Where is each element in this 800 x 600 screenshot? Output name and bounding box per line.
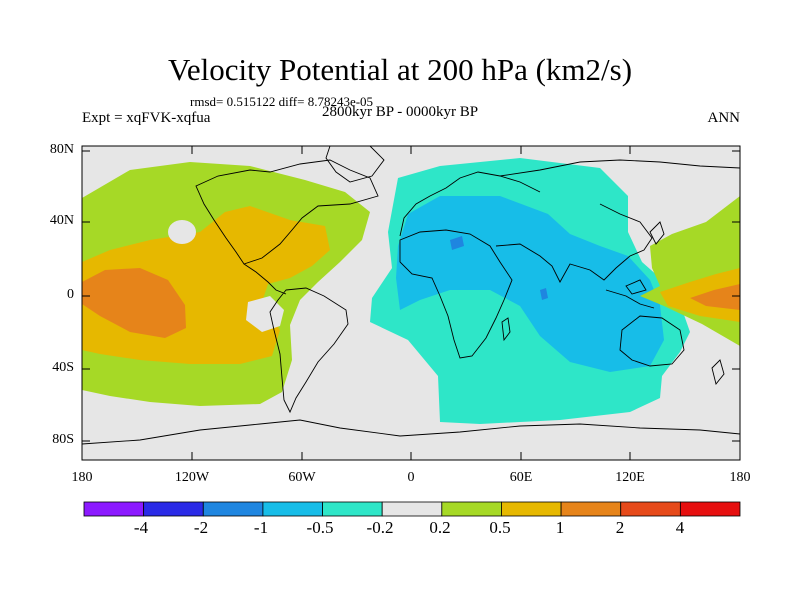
- colorbar-swatch: [262, 501, 323, 517]
- colorbar-swatch: [441, 501, 502, 517]
- plot-title: Velocity Potential at 200 hPa (km2/s): [167, 52, 633, 87]
- colorbar-label: 0.2: [429, 518, 451, 537]
- colorbar-label: -4: [133, 518, 149, 537]
- darkorange-region-pacific: [82, 268, 186, 338]
- colorbar-label: -0.2: [366, 518, 394, 537]
- colorbar-swatch: [83, 501, 145, 517]
- lon-label-0: 0: [407, 470, 415, 485]
- colorbar-label: -1: [253, 518, 269, 537]
- colorbar-label: 0.5: [489, 518, 511, 537]
- colorbar-swatch: [143, 501, 204, 517]
- darkorange-region-west-pacific: [690, 284, 740, 310]
- lon-label-180w: 180: [71, 470, 93, 485]
- colorbar-swatch: [202, 501, 264, 517]
- experiment-label: Expt = xqFVK-xqfua: [82, 110, 211, 126]
- lon-label-60e: 60E: [509, 470, 533, 485]
- lat-label-40s: 40S: [52, 360, 74, 375]
- colorbar-swatch: [679, 501, 741, 517]
- lat-label-80s: 80S: [52, 432, 74, 447]
- colorbar-label: 1: [555, 518, 565, 537]
- colorbar-swatch: [322, 501, 383, 517]
- lon-label-60w: 60W: [288, 470, 316, 485]
- lon-label-180e: 180: [729, 470, 751, 485]
- lat-label-80n: 80N: [49, 142, 74, 157]
- colorbar-swatch: [560, 501, 622, 517]
- colorbar-label: -0.5: [306, 518, 334, 537]
- lat-label-40n: 40N: [49, 213, 74, 228]
- grey-hole-north-pacific: [168, 220, 196, 244]
- colorbar-swatch: [620, 501, 681, 517]
- colorbar-swatch: [381, 501, 443, 517]
- lat-label-0: 0: [67, 287, 74, 302]
- negative-core-indian: [396, 196, 664, 372]
- period-label: 2800kyr BP - 0000kyr BP: [322, 104, 479, 120]
- colorbar-label: 2: [615, 518, 625, 537]
- lon-label-120w: 120W: [174, 470, 210, 485]
- colorbar-label: 4: [675, 518, 685, 537]
- lon-label-120e: 120E: [615, 470, 645, 485]
- rmsd-diff-stats: rmsd= 0.515122 diff= 8.78243e-05: [190, 94, 374, 109]
- deep-patch-sahara: [450, 236, 464, 250]
- season-label: ANN: [707, 110, 741, 126]
- colorbar-label: -2: [193, 518, 209, 537]
- deep-patch-indian: [540, 288, 548, 300]
- axis-ticks: [82, 146, 740, 460]
- colorbar-swatch: [501, 501, 562, 517]
- coastlines: [82, 146, 740, 445]
